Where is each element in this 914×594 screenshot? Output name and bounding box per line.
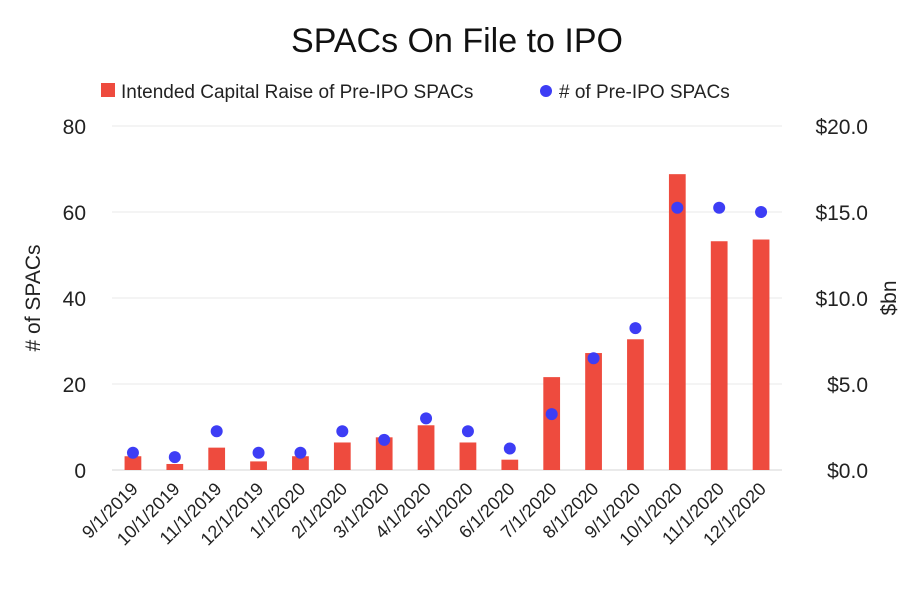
bar <box>752 239 770 470</box>
y-axis-title-right: $bn <box>878 280 901 315</box>
bar-series <box>124 174 770 470</box>
right-axis-ticks: $0.0 $5.0 $10.0 $15.0 $20.0 <box>815 116 868 483</box>
data-point <box>503 442 516 455</box>
bar <box>710 241 728 470</box>
data-point <box>378 433 391 446</box>
bar <box>333 442 351 470</box>
y-tick-label-right: $5.0 <box>827 374 868 397</box>
data-point <box>336 425 349 438</box>
bar <box>543 377 561 470</box>
data-point <box>126 446 139 459</box>
bar <box>585 353 602 470</box>
legend-label-capital-raise: Intended Capital Raise of Pre-IPO SPACs <box>121 82 473 103</box>
legend-marker-spac-count <box>540 85 552 97</box>
data-point <box>587 352 600 365</box>
bar <box>417 425 435 470</box>
y-tick-label-right: $20.0 <box>815 116 868 139</box>
data-point <box>294 446 307 459</box>
data-point <box>461 425 474 438</box>
chart-title: SPACs On File to IPO <box>291 22 623 60</box>
data-point <box>629 322 642 335</box>
bar <box>292 456 309 470</box>
data-point <box>755 206 768 218</box>
data-point <box>713 201 726 214</box>
point-series <box>126 201 768 464</box>
bar <box>250 461 267 470</box>
y-tick-label-left: 60 <box>63 202 86 225</box>
bar <box>627 339 644 470</box>
data-point <box>168 451 181 464</box>
y-tick-label-left: 0 <box>74 460 86 483</box>
y-tick-label-right: $10.0 <box>815 288 868 311</box>
data-point <box>420 412 433 425</box>
bar <box>208 447 226 470</box>
left-axis-ticks: 0 20 40 60 80 <box>63 116 86 483</box>
x-axis-ticks: 9/1/201910/1/201911/1/201912/1/20191/1/2… <box>78 479 770 550</box>
data-point <box>671 201 684 214</box>
bar <box>668 174 686 470</box>
data-point <box>252 446 265 459</box>
bar <box>124 456 142 470</box>
bar <box>375 437 393 470</box>
y-axis-title-left: # of SPACs <box>22 245 45 352</box>
legend-label-spac-count: # of Pre-IPO SPACs <box>559 82 730 103</box>
legend: Intended Capital Raise of Pre-IPO SPACs … <box>101 82 730 103</box>
bar <box>166 463 184 470</box>
data-point <box>210 425 223 438</box>
bar <box>459 442 477 470</box>
y-tick-label-right: $15.0 <box>815 202 868 225</box>
y-tick-label-left: 20 <box>63 374 86 397</box>
y-tick-label-right: $0.0 <box>827 460 868 483</box>
y-tick-label-left: 40 <box>63 288 86 311</box>
data-point <box>545 408 558 421</box>
legend-swatch-capital-raise <box>101 83 115 97</box>
y-tick-label-left: 80 <box>63 116 86 139</box>
bar <box>501 459 519 470</box>
